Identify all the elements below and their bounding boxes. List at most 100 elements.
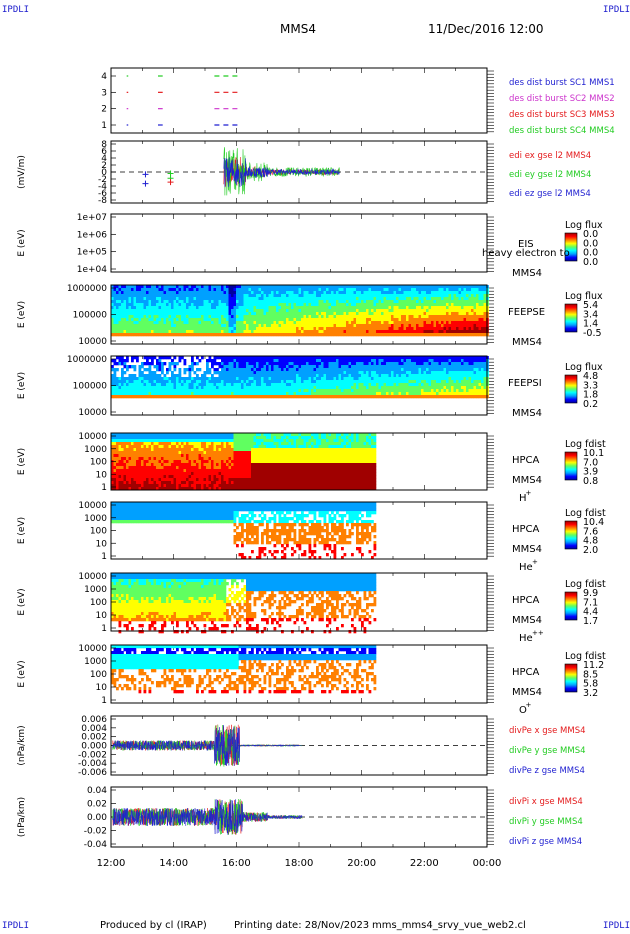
spectrogram-cell [473,392,477,396]
spectrogram-cell [238,327,242,331]
spectrogram-cell [236,294,239,298]
spectrogram-cell [146,288,149,292]
spectrogram-cell [116,297,119,301]
spectrogram-cell [331,318,334,322]
spectrogram-cell [391,386,394,390]
spectrogram-cell [283,294,287,298]
spectrogram-cell [261,371,264,375]
spectrogram-cell [323,386,327,390]
spectrogram-cell [473,309,477,313]
spectrogram-cell [253,371,257,375]
spectrogram-cell [133,315,137,319]
spectrogram-cell [113,297,117,301]
spectrogram-cell [423,333,427,337]
spectrogram-cell [381,288,384,292]
spectrogram-cell [458,333,462,337]
spectrogram-cell [306,371,309,375]
spectrogram-cell [441,368,444,372]
spectrogram-cell [271,368,274,372]
spectrogram-cell [286,315,289,319]
spectrogram-cell [476,377,479,381]
spectrogram-cell [321,365,324,369]
spectrogram-cell [116,312,119,316]
spectrogram-cell [266,362,269,366]
spectrogram-cell [196,300,199,304]
spectrogram-cell [336,374,339,378]
spectrogram-cell [481,300,484,304]
spectrogram-cell [338,368,342,372]
spectrogram-cell [241,324,244,328]
spectrogram-cell [186,303,189,307]
spectrogram-cell [316,362,319,366]
spectrogram-cell [311,392,314,396]
spectrogram-cell [293,356,297,360]
spectrogram-cell [456,368,459,372]
spectrogram-cell [261,380,264,384]
y-tick-label: -6 [98,189,107,199]
spectrogram-cell [361,371,364,375]
spectrogram-cell [378,395,382,399]
spectrogram-cell [203,294,207,298]
spectrogram-cell [248,374,252,378]
spectrogram-cell [286,359,289,363]
spectrogram-cell [391,330,394,334]
spectrogram-cell [376,312,379,316]
spectrogram-cell [363,285,367,289]
spectrogram-cell [316,303,319,307]
spectrogram-cell [191,321,194,325]
spectrogram-cell [181,330,184,334]
spectrogram-cell [246,291,249,295]
spectrogram-cell [198,297,202,301]
spectrogram-cell [341,294,344,298]
spectrogram-cell [391,377,394,381]
spectrogram-cell [193,392,197,396]
spectrogram-cell [396,300,399,304]
spectrogram-cell [173,330,177,334]
spectrogram-cell [318,294,322,298]
spectrogram-cell [171,318,174,322]
spectrogram-cell [276,318,279,322]
spectrogram-cell [233,288,237,292]
spectrogram-cell [153,315,157,319]
spectrogram-cell [116,327,119,331]
spectrogram-cell [323,315,327,319]
spectrogram-cell [216,371,219,375]
spectrogram-cell [398,303,402,307]
spectrogram-cell [191,297,194,301]
spectrogram-cell [126,285,129,289]
spectrogram-cell [353,374,357,378]
spectrogram-cell [441,324,444,328]
spectrogram-cell [341,377,344,381]
spectrogram-cell [433,318,437,322]
spectrogram-cell [408,368,412,372]
spectrogram-cell [111,300,114,304]
spectrogram-cell [311,386,314,390]
spectrogram-cell [171,324,174,328]
spectrogram-cell [263,291,267,295]
spectrogram-cell [446,294,449,298]
spectrogram-cell [346,368,349,372]
spectrogram-cell [441,321,444,325]
spectrogram-cell [251,389,254,393]
spectrogram-cell [433,303,437,307]
spectrogram-cell [483,309,487,313]
spectrogram-cell [258,392,262,396]
spectrogram-cell [201,321,204,325]
spectrogram-cell [208,324,212,328]
spectrogram-cell [171,395,174,399]
spectrogram-cell [268,380,272,384]
spectrogram-cell [233,359,237,363]
spectrogram-cell [151,380,154,384]
spectrogram-cell [456,294,459,298]
spectrogram-cell [223,300,227,304]
spectrogram-cell [368,374,372,378]
spectrogram-cell [363,333,367,337]
spectrogram-cell [128,285,132,289]
spectrogram-cell [351,306,354,310]
spectrogram-cell [116,362,119,366]
spectrogram-cell [426,303,429,307]
spectrogram-cell [126,291,129,295]
spectrogram-cell [321,386,324,390]
spectrogram-cell [356,374,359,378]
spectrogram-cell [346,300,349,304]
